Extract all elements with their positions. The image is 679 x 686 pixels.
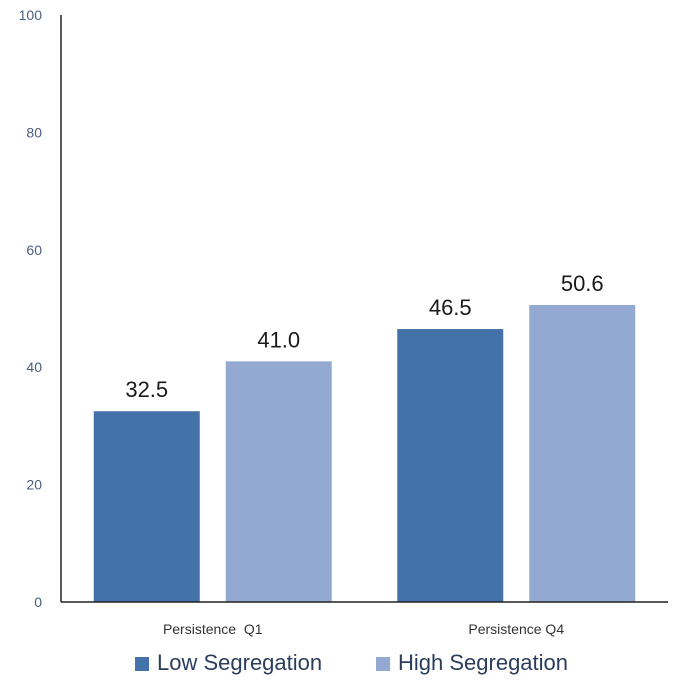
y-tick-label: 60 [26,242,42,258]
data-label: 50.6 [561,271,604,296]
legend-label: High Segregation [398,650,568,675]
bar-low-segregation-2 [397,329,504,602]
legend-swatch [135,657,149,671]
bar-high-segregation-1 [225,361,332,602]
bars [93,304,636,602]
y-tick-label: 40 [26,359,42,375]
x-tick-label: Persistence Q4 [468,621,564,637]
x-tick-label: Persistence Q1 [163,621,263,637]
x-axis-ticks: Persistence Q1 Persistence Q4 [163,621,564,637]
data-label: 32.5 [125,377,168,402]
data-labels: 32.5 41.0 46.5 50.6 [125,271,603,402]
y-tick-label: 20 [26,477,42,493]
y-tick-label: 80 [26,124,42,140]
legend-label: Low Segregation [157,650,322,675]
bar-low-segregation-1 [93,411,200,602]
y-tick-label: 0 [34,594,42,610]
y-tick-label: 100 [19,7,43,23]
bar-high-segregation-2 [529,304,636,602]
y-axis-ticks: 0 20 40 60 80 100 [19,7,43,610]
legend: Low Segregation High Segregation [135,650,568,675]
legend-swatch [376,657,390,671]
data-label: 46.5 [429,295,472,320]
data-label: 41.0 [257,327,300,352]
